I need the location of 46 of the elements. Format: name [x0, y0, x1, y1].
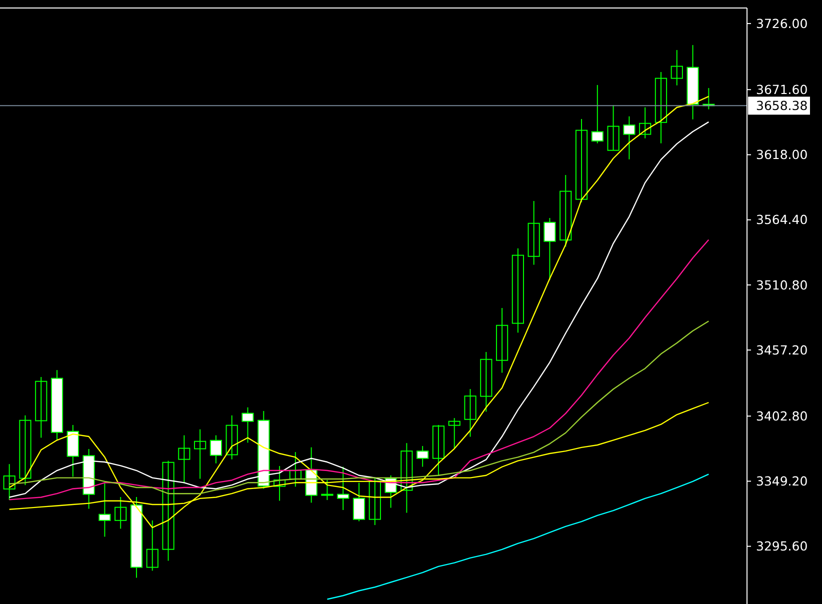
candlestick — [432, 424, 445, 476]
y-tick-label: 3457.20 — [756, 342, 808, 358]
candlestick — [273, 466, 286, 502]
candlestick — [3, 464, 16, 501]
candlestick — [544, 218, 556, 281]
candlestick — [242, 406, 254, 444]
candlestick — [575, 118, 588, 203]
candlestick — [19, 414, 32, 486]
candlestick — [210, 434, 222, 464]
candlestick — [368, 478, 381, 526]
candlestick — [178, 434, 190, 484]
candlestick — [480, 351, 492, 412]
ref-line-label: 3658.38 — [756, 98, 808, 114]
candlestick — [496, 308, 508, 374]
y-tick-label: 3564.40 — [756, 212, 808, 228]
y-tick-label: 3618.00 — [756, 147, 808, 162]
candlestick — [607, 104, 620, 151]
y-tick-label: 3726.00 — [756, 16, 808, 31]
candlestick — [194, 428, 206, 480]
candlestick — [670, 50, 683, 86]
candlestick — [623, 116, 636, 160]
line-series — [8, 239, 710, 500]
candlestick — [35, 376, 48, 438]
y-tick-label: 3295.60 — [756, 538, 808, 554]
candlestick — [400, 442, 413, 514]
candlestick — [528, 200, 540, 266]
candlestick — [591, 84, 604, 144]
candlestick — [448, 418, 460, 449]
candlestick — [352, 482, 366, 522]
candlestick — [639, 106, 652, 139]
candlestick — [98, 482, 111, 538]
candlestick — [146, 520, 158, 572]
candlestick — [321, 479, 334, 501]
y-tick-label: 3671.60 — [756, 82, 808, 97]
candlestick — [162, 460, 174, 562]
candlestick — [560, 174, 572, 248]
candlestick — [226, 414, 238, 460]
y-tick-label: 3349.20 — [756, 474, 808, 489]
candlestick — [114, 496, 127, 530]
candlestick — [416, 445, 429, 468]
line-series — [326, 474, 710, 600]
y-tick-label: 3402.80 — [756, 408, 808, 424]
y-tick-label: 3510.80 — [756, 277, 808, 292]
candlestick — [512, 248, 524, 334]
candlestick — [464, 388, 476, 438]
candlestick — [654, 72, 668, 144]
